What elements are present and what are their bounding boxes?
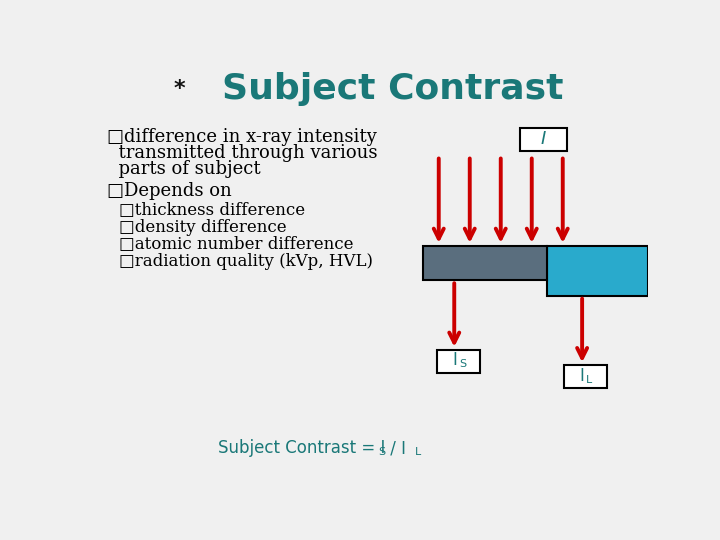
Bar [437, 350, 480, 373]
Text: □density difference: □density difference [120, 219, 287, 236]
Bar [423, 246, 547, 280]
Text: Subject Contrast = I: Subject Contrast = I [218, 439, 385, 457]
Text: □Depends on: □Depends on [107, 182, 232, 200]
Bar [564, 365, 607, 388]
Text: I: I [452, 352, 457, 369]
Text: transmitted through various: transmitted through various [107, 144, 377, 162]
Text: I: I [580, 367, 584, 385]
Text: parts of subject: parts of subject [107, 160, 261, 178]
Bar [547, 246, 648, 296]
Text: Subject Contrast: Subject Contrast [222, 72, 563, 106]
Text: S: S [378, 447, 385, 457]
Text: L: L [586, 375, 593, 384]
Text: □radiation quality (kVp, HVL): □radiation quality (kVp, HVL) [120, 253, 374, 269]
Text: L: L [415, 447, 421, 457]
Bar [520, 128, 567, 151]
Text: S: S [459, 359, 466, 369]
Text: I: I [541, 131, 546, 149]
Text: *: * [174, 79, 185, 99]
Text: □atomic number difference: □atomic number difference [120, 236, 354, 253]
Text: □difference in x-ray intensity: □difference in x-ray intensity [107, 128, 377, 146]
Text: □thickness difference: □thickness difference [120, 202, 305, 219]
Text: / I: / I [385, 439, 406, 457]
